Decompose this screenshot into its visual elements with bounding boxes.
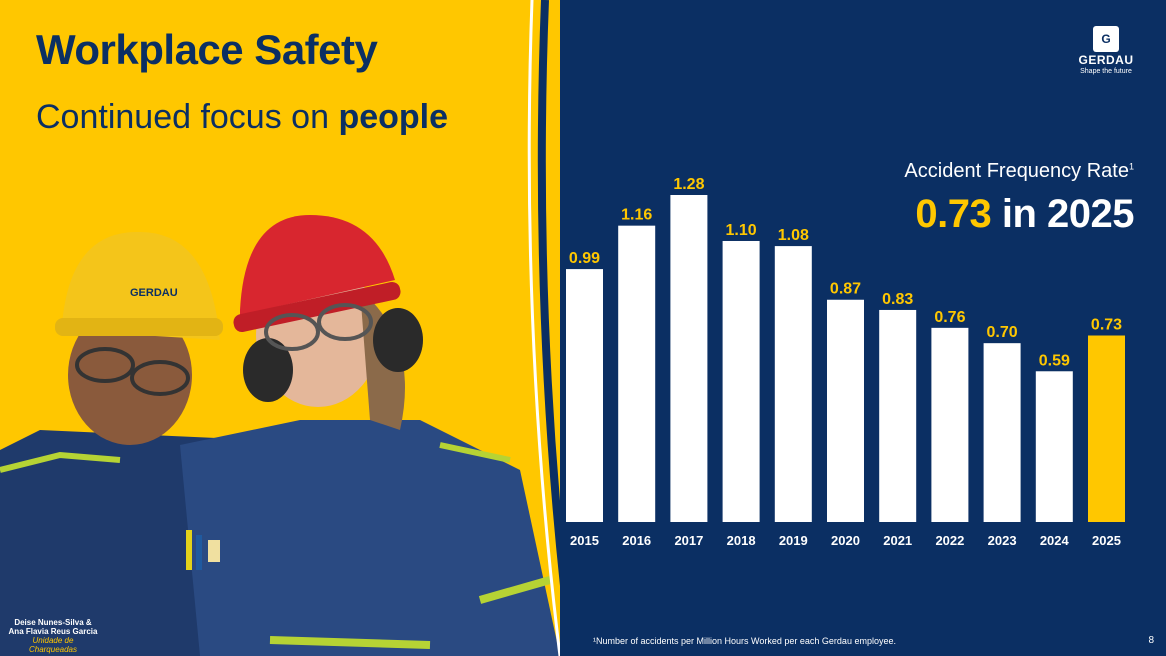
data-label-2022: 0.76 [934,309,965,326]
tick-label-2021: 2021 [883,533,912,548]
caption-names: Deise Nunes-Silva & Ana Flavia Reus Garc… [8,618,98,636]
data-label-2020: 0.87 [830,281,861,298]
footnote: ¹Number of accidents per Million Hours W… [593,636,896,646]
logo-name: GERDAU [1078,53,1134,67]
kpi-value: 0.73 in 2025 [915,192,1134,237]
caption-location: Unidade de Charqueadas [28,636,78,654]
kpi-value-suffix: in 2025 [991,192,1135,236]
tick-label-2019: 2019 [779,533,808,548]
kpi-value-number: 0.73 [915,192,992,236]
data-label-2025: 0.73 [1091,317,1122,334]
photo-panel: GERDAU Workplace Safety Continued focus … [0,0,560,656]
tick-label-2016: 2016 [622,533,651,548]
bar-2020 [827,299,864,522]
photo-caption: Deise Nunes-Silva & Ana Flavia Reus Garc… [8,618,98,654]
logo-mark-icon: G [1093,26,1119,52]
tick-label-2023: 2023 [988,533,1017,548]
data-label-2019: 1.08 [778,227,809,244]
bar-2023 [983,343,1021,522]
subtitle-emphasis: people [338,98,449,136]
tick-label-2015: 2015 [570,533,599,548]
tick-label-2017: 2017 [674,533,703,548]
helmet-logo-text: GERDAU [130,287,178,299]
bar-2022 [931,327,969,522]
tick-label-2025: 2025 [1092,533,1121,548]
kpi-label: Accident Frequency Rate1 [904,160,1134,183]
gerdau-logo: G GERDAU Shape the future [1076,26,1136,75]
page-number: 8 [1148,635,1154,646]
data-label-2024: 0.59 [1039,352,1070,369]
page-title: Workplace Safety [36,26,378,73]
bar-2015 [566,269,603,522]
data-label-2021: 0.83 [882,291,913,308]
bar-2021 [879,309,917,522]
tick-label-2022: 2022 [935,533,964,548]
workers-photo: GERDAU [0,215,560,656]
data-label-2023: 0.70 [987,324,1018,341]
bar-2017 [670,195,708,522]
data-label-2015: 0.99 [569,250,600,267]
data-label-2017: 1.28 [673,176,704,193]
data-label-2016: 1.16 [621,207,652,224]
divider-curves [527,0,560,656]
bar-2016 [618,225,656,522]
page-subtitle: Continued focus on people [36,98,448,137]
bar-2024 [1035,371,1073,522]
bar-2018 [722,240,760,522]
bar-2019 [774,246,812,522]
kpi-footnote-marker: 1 [1128,161,1134,172]
logo-tagline: Shape the future [1080,68,1132,75]
tick-label-2020: 2020 [831,533,860,548]
bar-2025 [1088,335,1125,522]
kpi-label-text: Accident Frequency Rate [904,160,1129,182]
tick-label-2018: 2018 [727,533,756,548]
data-label-2018: 1.10 [726,222,757,239]
tick-label-2024: 2024 [1040,533,1070,548]
subtitle-prefix: Continued focus on [36,98,339,136]
